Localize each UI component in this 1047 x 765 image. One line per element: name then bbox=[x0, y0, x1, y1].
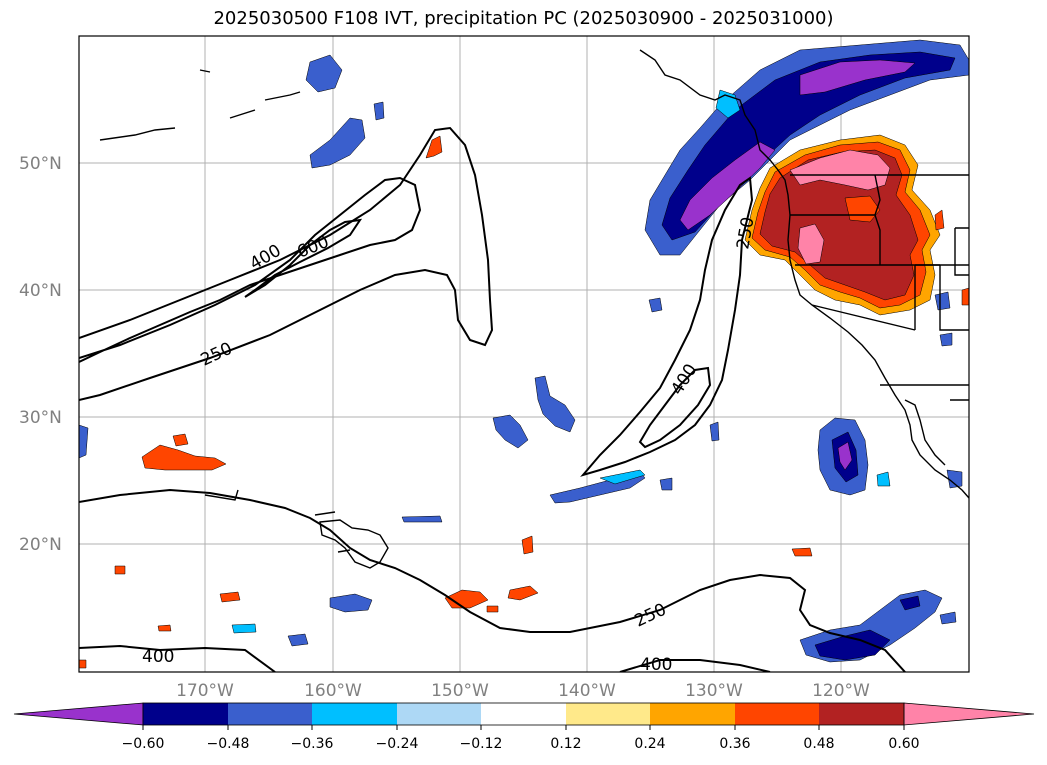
colorbar-segment bbox=[312, 703, 397, 725]
colorbar-segment bbox=[735, 703, 819, 725]
svg-text:50°N: 50°N bbox=[19, 154, 62, 174]
colorbar-segment bbox=[397, 703, 481, 725]
colorbar-tick-label: −0.60 bbox=[122, 736, 165, 752]
colorbar-segment bbox=[481, 703, 566, 725]
colorbar-tick-label: −0.12 bbox=[460, 736, 503, 752]
colorbar-tick-label: −0.24 bbox=[376, 736, 419, 752]
ivt-contours bbox=[79, 126, 906, 672]
colorbar-min-extend bbox=[13, 702, 144, 726]
svg-text:160°W: 160°W bbox=[304, 681, 362, 701]
colorbar-segment bbox=[228, 703, 312, 725]
svg-text:140°W: 140°W bbox=[558, 681, 616, 701]
map-title: 2025030500 F108 IVT, precipitation PC (2… bbox=[213, 8, 834, 29]
svg-text:170°W: 170°W bbox=[176, 681, 234, 701]
negative-precip-regions bbox=[79, 39, 969, 663]
svg-text:150°W: 150°W bbox=[431, 681, 489, 701]
colorbar: −0.60 −0.48 −0.36 −0.24 −0.12 0.12 0.24 … bbox=[13, 702, 1035, 752]
colorbar-max-extend bbox=[903, 702, 1035, 726]
colorbar-tick-label: 0.48 bbox=[803, 736, 834, 752]
coastlines bbox=[99, 49, 969, 569]
svg-text:400: 400 bbox=[142, 647, 174, 667]
longitude-labels: 170°W 160°W 150°W 140°W 130°W 120°W bbox=[176, 681, 870, 701]
colorbar-tick-label: −0.48 bbox=[207, 736, 250, 752]
svg-text:40°N: 40°N bbox=[19, 281, 62, 301]
svg-text:400: 400 bbox=[640, 655, 672, 675]
latitude-labels: 50°N 40°N 30°N 20°N bbox=[19, 154, 62, 555]
svg-text:120°W: 120°W bbox=[812, 681, 870, 701]
svg-text:30°N: 30°N bbox=[19, 408, 62, 428]
colorbar-segment bbox=[650, 703, 735, 725]
svg-text:130°W: 130°W bbox=[685, 681, 743, 701]
colorbar-segment bbox=[819, 703, 904, 725]
colorbar-tick-label: 0.24 bbox=[634, 736, 665, 752]
map-panel bbox=[79, 36, 969, 672]
svg-text:20°N: 20°N bbox=[19, 535, 62, 555]
colorbar-segment bbox=[566, 703, 650, 725]
colorbar-tick-label: 0.36 bbox=[719, 736, 750, 752]
positive-precip-regions bbox=[79, 134, 969, 669]
colorbar-segment bbox=[143, 703, 228, 725]
map-frame bbox=[78, 35, 970, 673]
colorbar-tick-label: 0.12 bbox=[550, 736, 581, 752]
colorbar-tick-label: −0.36 bbox=[291, 736, 334, 752]
colorbar-tick-label: 0.60 bbox=[888, 736, 919, 752]
